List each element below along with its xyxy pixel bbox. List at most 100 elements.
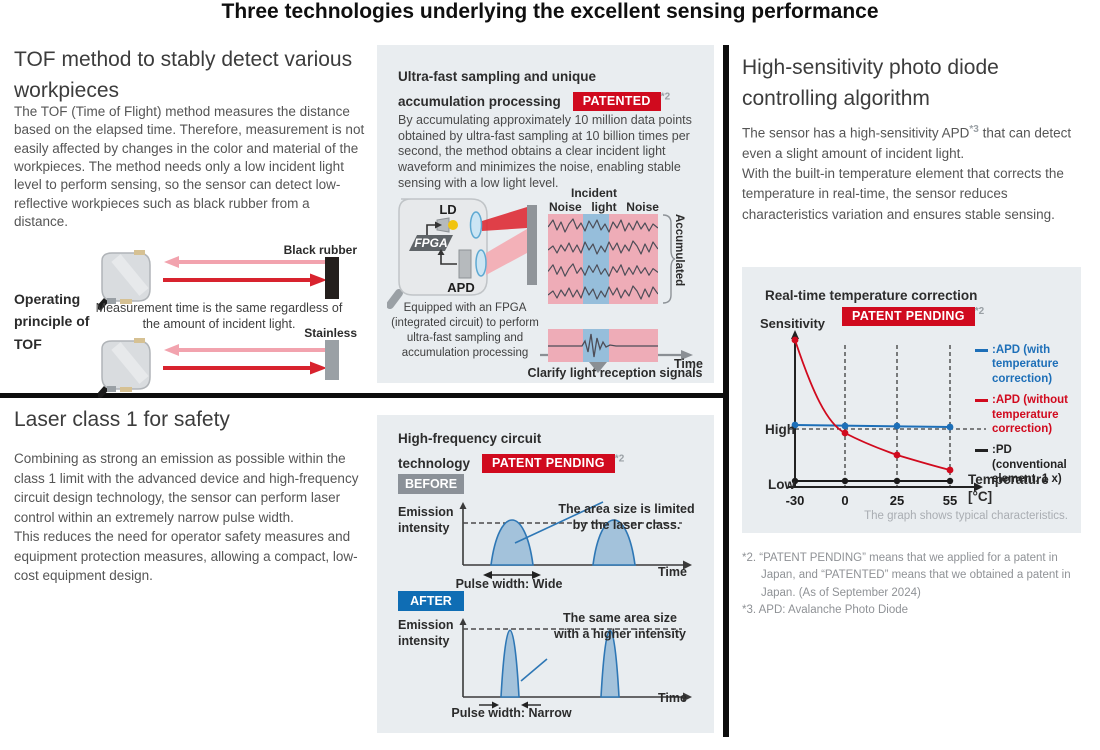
apd-uncorrected-series-line [794,339,951,471]
incident-label: Incident [571,186,618,200]
fpga-diagram-caption: Equipped with an FPGA (integrated circui… [391,302,539,359]
legend-label: :PD (conventional element, 1 x) [992,444,1067,485]
footnote-2: *2. “PATENT PENDING” means that we appli… [742,552,1071,599]
before-annotation: The area size is limited by the laser cl… [558,502,695,532]
after-pulse-chart [459,618,692,709]
sensitivity-axis-label: Sensitivity [760,316,826,331]
sampling-heading: Ultra-fast sampling and unique accumulat… [398,69,597,109]
patent-note: *2 [660,91,671,103]
noise-right-label: Noise [626,200,659,214]
hf-circuit-panel: High-frequency circuit technology PATENT … [377,415,714,733]
emission-intensity-label: Emission intensity [398,505,454,535]
patent-note: *2 [974,306,985,317]
hf-heading: High-frequency circuit technology [398,431,542,471]
temperature-correction-chart: -30 0 25 55 [786,330,986,508]
incident-light-strip [583,214,609,304]
target-bar [527,205,537,285]
light-arrows [163,256,327,287]
chart-title: Real-time temperature correction [765,288,978,303]
laser-section-heading: Laser class 1 for safety [14,408,230,431]
body-part2: that can detect even a slight amount of … [742,125,1072,222]
pulse-width-narrow-label: Pulse width: Narrow [451,706,572,720]
tick-25: 25 [890,493,904,508]
legend-item-apd-without-correction: :APD (without temperature correction) [975,393,1079,436]
sensor-icon [98,250,151,310]
legend-label: :APD (without temperature correction) [992,394,1069,435]
tick--30: -30 [786,493,805,508]
apd-footnote-ref: *3 [969,124,979,135]
before-tag: BEFORE [398,474,464,494]
target-label-stainless: Stainless [304,326,357,340]
light-label: light [591,200,617,214]
photodiode-section-heading: High-sensitivity photo diode controlling… [742,56,999,111]
tof-section-body: The TOF (Time of Flight) method measures… [14,104,365,230]
apd-label: APD [447,280,474,295]
fpga-sensor-diagram: LD FPGA APD [387,198,537,309]
legend-item-pd-conventional: :PD (conventional element, 1 x) [975,443,1079,486]
tick-55: 55 [943,493,957,508]
chart-caption: The graph shows typical characteristics. [864,510,1068,522]
sensor-icon [98,338,151,398]
before-pulse-chart [459,501,692,579]
accumulated-brace [662,214,676,304]
pulse-width-wide-label: Pulse width: Wide [455,577,563,591]
fpga-chip [409,235,453,251]
tof-principle-diagram: Operating principle of TOF Black rubber … [0,240,372,398]
footnote-3: *3. APD: Avalanche Photo Diode [742,603,909,616]
page-title: Three technologies underlying the excell… [221,0,879,23]
footnotes: *2. “PATENT PENDING” means that we appli… [742,550,1092,619]
chart-legend: :APD (with temperature correction) :APD … [975,343,1079,493]
laser-section-body: Combining as strong an emission as possi… [14,451,359,584]
time-label: Time [658,691,687,705]
noise-waveforms [548,218,658,300]
legend-item-apd-with-correction: :APD (with temperature correction) [975,343,1079,386]
body-part1: The sensor has a high-sensitivity APD [742,125,970,141]
sampling-body: By accumulating approximately 10 million… [398,113,692,190]
time-label: Time [658,565,687,579]
clarify-caption: Clarify light reception signals [527,366,703,380]
after-tag: AFTER [398,591,464,611]
accumulated-label: Accumulated [673,214,685,287]
clean-signal-box [548,329,658,362]
photodiode-section-body: The sensor has a high-sensitivity APD*3 … [742,122,1090,225]
legend-dash-black [975,449,988,452]
target-label-black-rubber: Black rubber [283,243,357,257]
after-annotation: The same area size with a higher intensi… [554,611,686,641]
sampling-panel: Ultra-fast sampling and unique accumulat… [377,45,714,383]
chart-badge-row: PATENT PENDING *2 [842,306,984,326]
accumulated-waveform-box [548,214,658,304]
clean-signal-waveform [548,333,658,358]
noise-left-label: Noise [549,200,582,214]
temperature-unit-label: [°C] [968,489,993,504]
ld-label: LD [439,202,456,217]
apd-corrected-series-line [794,424,951,428]
tof-diagram-caption: Measurement time is the same regardless … [95,301,343,331]
sampling-heading-row: Ultra-fast sampling and unique accumulat… [398,65,698,115]
fpga-label: FPGA [414,236,447,250]
horizontal-divider [0,393,729,398]
temperature-chart-panel: Real-time temperature correction PATENT … [742,267,1081,533]
patent-pending-badge: PATENT PENDING [482,454,615,474]
tof-section-heading: TOF method to stably detect various work… [14,48,353,103]
patented-badge: PATENTED [572,92,661,112]
apd-chip [458,249,472,279]
lens-top [469,211,483,239]
vertical-divider [723,45,729,737]
patent-note: *2 [614,453,625,465]
tof-diagram-side-label: Operating principle of TOF [14,291,90,352]
red-beam [482,207,527,231]
tick-0: 0 [841,493,848,508]
down-triangle-marker [589,362,607,373]
temperature-axis-label: Temperature [968,472,1049,487]
legend-dash-red [975,399,988,402]
emission-intensity-label: Emission intensity [398,618,454,648]
light-arrows [163,344,327,375]
black-rubber-target [325,257,339,299]
pink-return-beam [486,229,527,275]
noise-light-noise-labels: Noise light Noise [549,200,659,214]
stainless-target [325,340,339,380]
high-level-label: High [765,422,795,437]
lens-bottom [475,249,487,277]
time-label: Time [674,357,703,371]
